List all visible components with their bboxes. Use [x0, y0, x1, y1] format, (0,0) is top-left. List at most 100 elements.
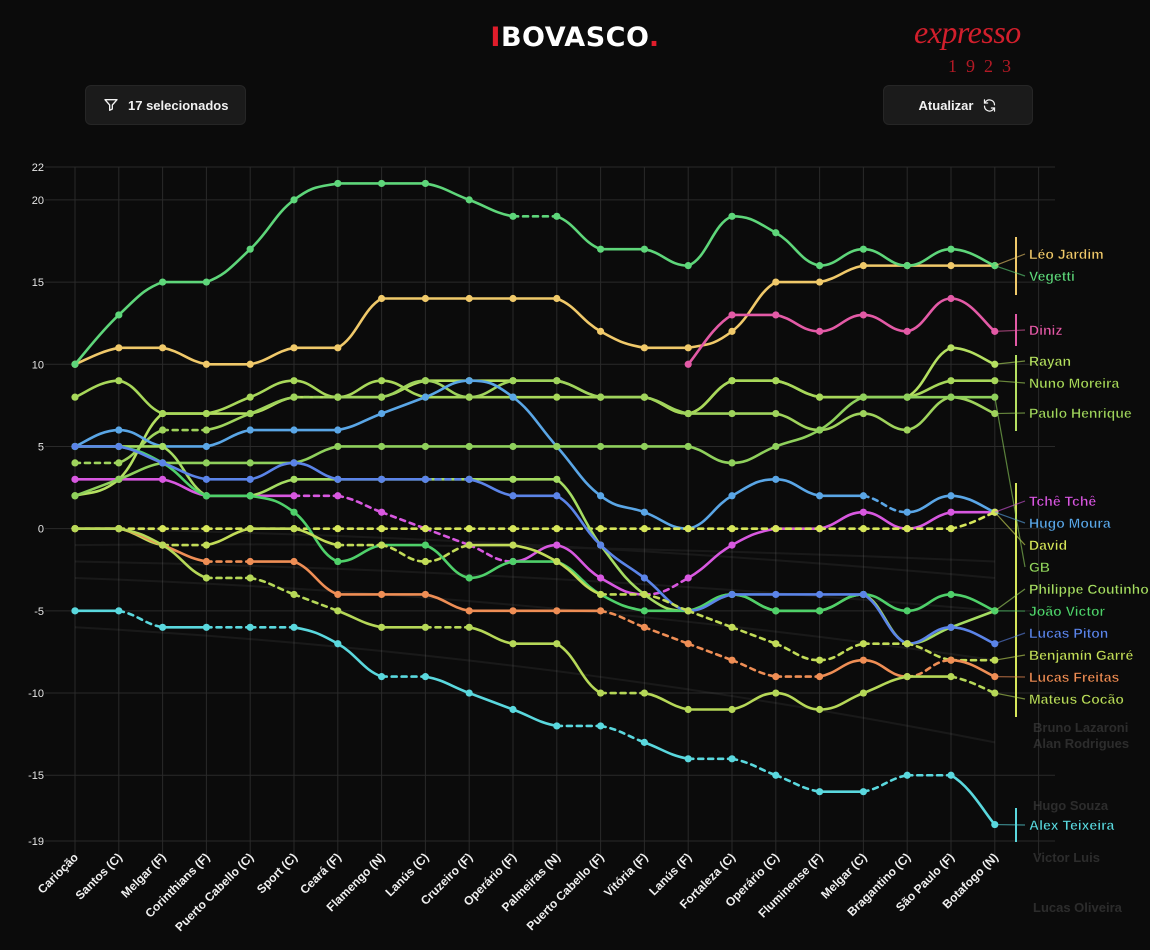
- y-tick-label: 22: [32, 162, 44, 174]
- series-segment: [555, 560, 602, 596]
- data-point: [509, 640, 517, 648]
- series-segment: [862, 412, 909, 432]
- data-point: [947, 508, 955, 516]
- series-segment: [643, 625, 690, 646]
- data-point: [246, 623, 254, 631]
- data-point: [509, 607, 517, 615]
- data-point: [465, 525, 473, 533]
- series-segment: [862, 313, 909, 333]
- series-segment: [467, 478, 515, 498]
- legend-connector: [994, 329, 1026, 332]
- data-point: [246, 426, 254, 434]
- data-point: [334, 179, 342, 188]
- data-point: [71, 360, 79, 368]
- faded-series: [74, 527, 995, 744]
- series-segment: [686, 445, 734, 465]
- series-segment: [467, 379, 515, 399]
- data-point: [509, 393, 517, 401]
- data-point: [597, 245, 605, 253]
- data-point: [421, 541, 429, 549]
- data-point: [553, 541, 561, 549]
- data-point: [903, 640, 911, 648]
- legend-label-lucas-freitas: Lucas Freitas: [1029, 669, 1119, 685]
- legend-connector: [994, 253, 1026, 267]
- data-point: [859, 689, 868, 697]
- data-point: [859, 788, 868, 796]
- data-point: [465, 196, 473, 204]
- data-point: [334, 557, 342, 566]
- data-point: [728, 590, 736, 599]
- data-point: [202, 574, 210, 582]
- series-segment: [774, 313, 821, 333]
- series-segment: [161, 346, 208, 366]
- series-segment: [511, 395, 559, 448]
- legend-label-nuno-moreira: Nuno Moreira: [1029, 375, 1119, 391]
- data-point: [947, 262, 955, 270]
- data-point: [947, 492, 955, 500]
- series-segment: [774, 412, 821, 432]
- data-point: [597, 541, 605, 549]
- legend-label-paulo-henrique: Paulo Henrique: [1029, 405, 1132, 421]
- data-point: [509, 475, 517, 483]
- series-segment: [818, 264, 865, 284]
- data-point: [816, 327, 824, 335]
- data-point: [772, 590, 780, 599]
- data-point: [947, 656, 955, 664]
- series-segment: [862, 658, 909, 678]
- series-segment: [818, 642, 865, 662]
- x-tick-label: Vitória (F): [601, 850, 650, 899]
- y-tick-label: -19: [28, 836, 44, 848]
- series-segment: [730, 445, 778, 465]
- data-point: [903, 771, 911, 779]
- legend-connector: [994, 412, 1026, 415]
- data-point: [684, 574, 692, 582]
- series-segment: [248, 478, 296, 498]
- data-point: [772, 475, 780, 483]
- data-point: [597, 525, 605, 533]
- logo-bar: I: [490, 22, 501, 53]
- series-segment: [336, 543, 383, 563]
- series-segment: [949, 510, 997, 530]
- series-segment: [555, 297, 602, 333]
- data-point: [597, 442, 605, 451]
- data-point: [246, 492, 254, 500]
- legend-label-hugo-moura: Hugo Moura: [1029, 515, 1111, 531]
- data-point: [859, 245, 868, 253]
- data-point: [115, 525, 123, 533]
- series-segment: [949, 675, 997, 695]
- series-segment: [73, 379, 121, 399]
- series-segment: [730, 593, 778, 613]
- data-point: [728, 459, 736, 467]
- data-point: [859, 656, 868, 664]
- data-point: [684, 640, 692, 648]
- series-segment: [643, 593, 690, 613]
- legend-connector: [994, 511, 1026, 524]
- data-point: [684, 442, 692, 451]
- data-point: [772, 771, 780, 779]
- series-segment: [686, 609, 734, 629]
- series-segment: [292, 379, 340, 399]
- y-tick-label: -10: [28, 688, 44, 700]
- data-point: [202, 459, 210, 467]
- series-segment: [862, 593, 909, 613]
- data-point: [728, 705, 736, 714]
- y-tick-label: 5: [38, 441, 44, 453]
- legend-label-diniz: Diniz: [1029, 322, 1062, 338]
- data-point: [334, 393, 342, 401]
- data-point: [728, 492, 736, 500]
- filter-button[interactable]: 17 selecionados: [85, 85, 246, 125]
- data-point: [553, 475, 561, 483]
- data-point: [159, 442, 167, 451]
- data-point: [290, 525, 298, 533]
- expresso-brand-logo: expresso 1923: [900, 14, 1040, 76]
- data-point: [421, 673, 429, 681]
- data-point: [290, 393, 298, 401]
- data-point: [816, 705, 824, 714]
- data-point: [597, 327, 605, 335]
- x-tick-label: Carioção: [35, 850, 81, 896]
- refresh-button[interactable]: Atualizar: [883, 85, 1033, 125]
- series-segment: [424, 593, 471, 613]
- data-point: [684, 525, 692, 533]
- series-segment: [774, 379, 821, 399]
- legend-connector: [994, 397, 1026, 568]
